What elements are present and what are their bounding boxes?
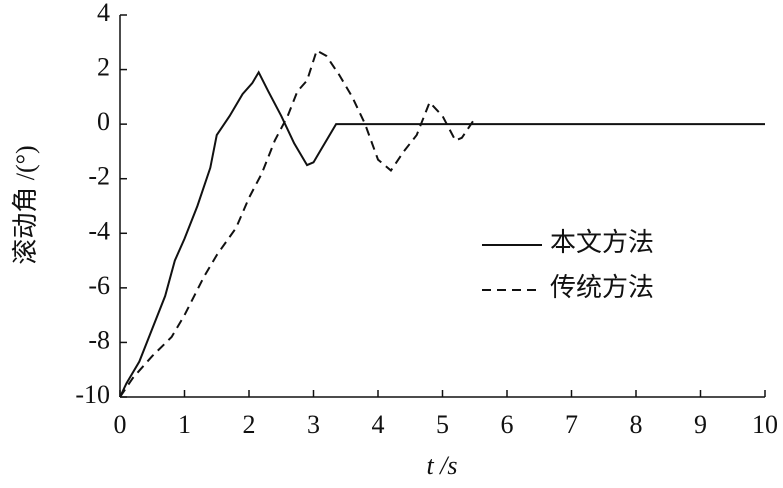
legend-label: 传统方法: [550, 273, 654, 302]
x-tick-label: 4: [372, 410, 385, 439]
x-tick-label: 3: [307, 410, 320, 439]
legend-label: 本文方法: [550, 228, 654, 257]
x-tick-label: 9: [694, 410, 707, 439]
x-tick-label: 7: [565, 410, 578, 439]
x-tick-label: 0: [114, 410, 127, 439]
x-tick-label: 1: [178, 410, 191, 439]
y-tick-label: -10: [75, 380, 110, 409]
x-tick-label: 5: [436, 410, 449, 439]
x-tick-label: 8: [630, 410, 643, 439]
y-tick-label: 4: [97, 0, 110, 27]
line: [119, 48, 476, 398]
y-axis-label: 滚动角 /(°): [11, 145, 40, 264]
line: [119, 70, 765, 398]
x-tick-label: 2: [243, 410, 256, 439]
y-tick-label: -8: [88, 325, 110, 354]
x-tick-label: 6: [501, 410, 514, 439]
y-tick-label: 2: [97, 53, 110, 82]
x-tick-label: 10: [752, 410, 778, 439]
y-tick-label: -2: [88, 162, 110, 191]
y-tick-label: 0: [97, 107, 110, 136]
x-axis-label: t /s: [426, 451, 457, 480]
y-tick-label: -6: [88, 271, 110, 300]
y-tick-label: -4: [88, 216, 110, 245]
